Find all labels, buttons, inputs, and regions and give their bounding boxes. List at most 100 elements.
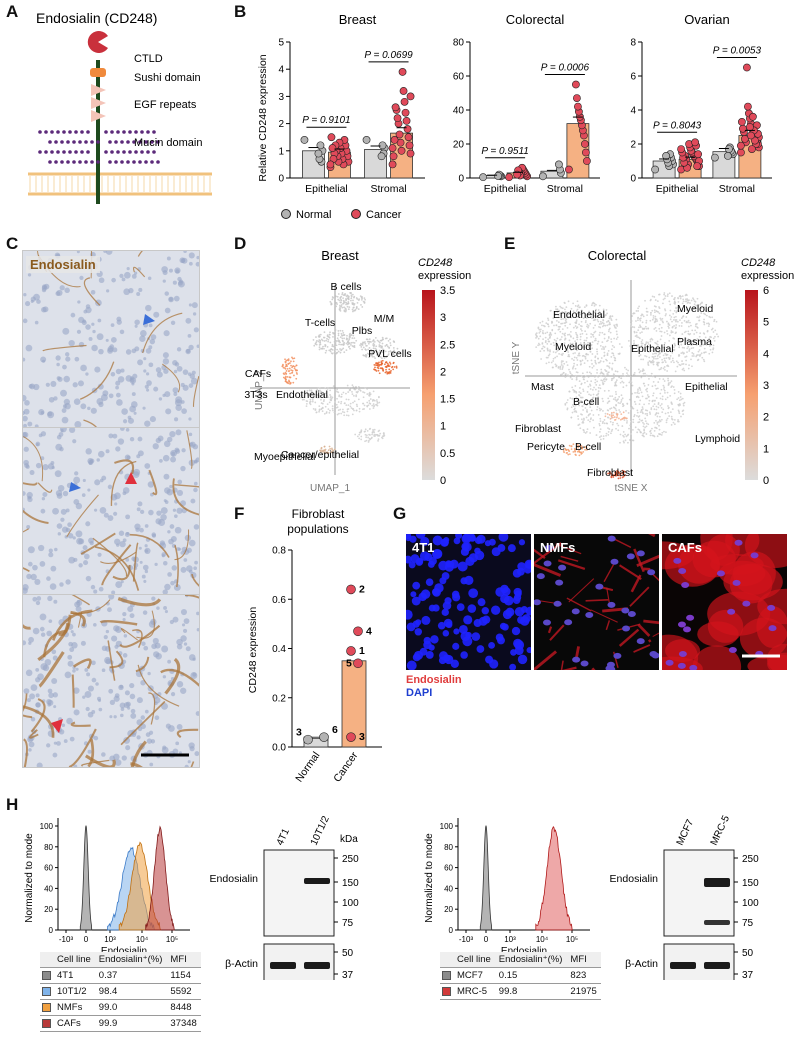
cell-point <box>340 305 343 308</box>
cell-point <box>643 431 646 434</box>
cell-point <box>637 317 639 320</box>
cell-point <box>608 366 611 369</box>
stromal-stain <box>172 478 199 516</box>
nucleus <box>188 344 194 351</box>
y-tick-label: 6 <box>630 72 636 83</box>
cell-point <box>564 373 567 375</box>
endosialin-signal <box>605 620 611 631</box>
cell-point <box>617 401 620 404</box>
cell-point <box>616 333 618 336</box>
cell-point <box>567 316 570 319</box>
cell-point <box>637 329 640 332</box>
cell-point <box>561 373 564 376</box>
dapi-nucleus <box>636 550 645 557</box>
cell-point <box>633 400 636 403</box>
cell-point <box>346 410 349 413</box>
nucleus <box>80 640 86 646</box>
cell-point <box>359 295 362 298</box>
x-tick-label: -10³ <box>59 935 74 944</box>
cell-point <box>325 349 328 352</box>
nucleus <box>99 507 107 514</box>
cell-point <box>374 368 376 371</box>
mucin-dot <box>68 130 72 134</box>
stromal-stain <box>101 544 132 586</box>
cell-point <box>660 407 663 409</box>
cell-point <box>593 319 596 322</box>
dapi-nucleus <box>636 638 645 645</box>
cell-point <box>646 412 648 415</box>
cell-point <box>690 299 693 302</box>
cell-point <box>590 333 593 335</box>
cell-point <box>379 432 382 435</box>
cell-point <box>313 395 316 397</box>
cell-point <box>573 391 576 393</box>
stromal-stain <box>109 650 124 669</box>
nucleus <box>180 635 187 642</box>
cell-point <box>597 309 600 311</box>
cell-point <box>677 397 680 399</box>
cell-point <box>592 365 595 367</box>
cell-point <box>675 360 678 363</box>
cell-point <box>314 401 317 404</box>
data-point-cancer <box>406 92 415 101</box>
cell-point <box>652 405 655 408</box>
cell-point <box>354 433 357 436</box>
cell-point <box>575 454 577 456</box>
cell-point <box>608 321 611 324</box>
cell-point <box>669 355 672 357</box>
colorbar-tick-label: 1.5 <box>440 394 455 406</box>
cell-point <box>358 298 361 301</box>
cell-point <box>647 327 650 330</box>
cell-point <box>660 434 663 436</box>
cell-point <box>579 335 582 338</box>
cell-point <box>356 435 359 438</box>
cell-point <box>323 412 326 415</box>
cell-point <box>683 352 685 355</box>
cell-point <box>584 321 587 324</box>
fluo-image-cafs: CAFs <box>662 534 787 670</box>
cell-point <box>578 306 581 309</box>
cell-point <box>713 318 716 321</box>
data-point-cancer <box>581 148 590 157</box>
cell-point <box>672 421 675 424</box>
cell-point <box>623 419 626 422</box>
cell-point <box>592 393 595 396</box>
table-cell: 823 <box>566 967 601 984</box>
nucleus <box>93 623 97 627</box>
nucleus <box>184 764 189 767</box>
nucleus <box>156 371 163 378</box>
nucleus <box>109 344 115 350</box>
nucleus <box>181 623 186 627</box>
nucleus <box>59 582 64 587</box>
nucleus <box>131 382 135 386</box>
nucleus <box>64 671 72 679</box>
nucleus <box>163 606 167 610</box>
mucin-dot <box>72 160 76 164</box>
mucin-dot <box>152 130 156 134</box>
cell-point <box>673 423 676 426</box>
cell-point <box>352 345 355 348</box>
cell-point <box>594 388 597 391</box>
dapi-nucleus <box>468 553 479 563</box>
nucleus <box>78 563 83 568</box>
cell-point <box>565 311 567 314</box>
cell-point <box>347 308 350 311</box>
nucleus <box>163 473 170 480</box>
cell-point <box>319 391 322 394</box>
nucleus <box>172 387 179 394</box>
cell-point <box>565 318 568 321</box>
cell-point <box>603 351 606 354</box>
cell-point <box>324 387 327 390</box>
cell-point <box>671 408 674 411</box>
cell-point <box>556 350 559 352</box>
cell-point <box>575 391 578 394</box>
nucleus <box>85 706 90 712</box>
cell-point <box>598 422 601 425</box>
endosialin-signal <box>568 578 595 603</box>
data-point-normal <box>662 151 670 160</box>
nucleus <box>170 456 177 463</box>
cell-point <box>326 334 329 336</box>
cell-point <box>603 348 605 351</box>
cell-point <box>317 340 320 343</box>
cell-point <box>582 378 585 381</box>
